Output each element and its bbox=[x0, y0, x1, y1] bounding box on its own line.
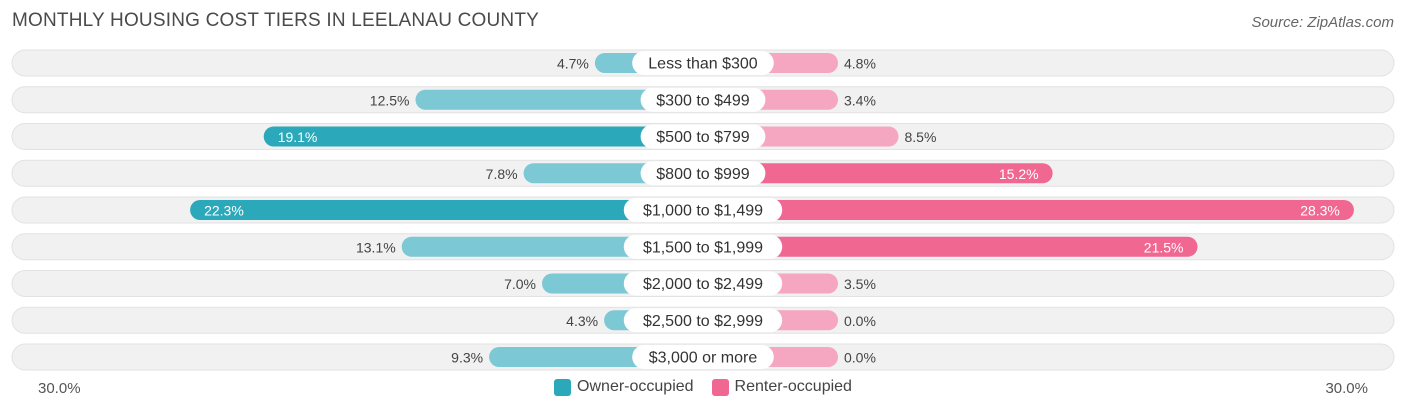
renter-value-label: 3.5% bbox=[844, 276, 876, 292]
owner-value-label: 4.7% bbox=[557, 56, 589, 72]
legend-label-renter: Renter-occupied bbox=[734, 378, 852, 395]
category-pill bbox=[632, 51, 774, 75]
category-label: Less than $300 bbox=[648, 56, 758, 73]
category-label: $2,500 to $2,999 bbox=[643, 313, 763, 330]
category-pill bbox=[640, 161, 766, 186]
owner-value-label: 19.1% bbox=[278, 129, 318, 145]
category-pill bbox=[632, 345, 774, 369]
renter-bar bbox=[703, 236, 1198, 257]
owner-value-label: 7.8% bbox=[486, 166, 518, 182]
category-label: $800 to $999 bbox=[656, 166, 750, 183]
category-label: $1,500 to $1,999 bbox=[643, 239, 763, 256]
category-pill bbox=[623, 271, 783, 296]
owner-bar bbox=[263, 126, 703, 147]
category-pill bbox=[640, 124, 766, 149]
legend-swatch-renter bbox=[711, 378, 729, 396]
chart-source: Source: ZipAtlas.com bbox=[1251, 14, 1394, 31]
category-pill bbox=[623, 198, 783, 222]
owner-value-label: 9.3% bbox=[451, 350, 483, 366]
axis-left-label: 30.0% bbox=[38, 380, 81, 397]
renter-value-label: 3.4% bbox=[844, 92, 876, 108]
axis-right-label: 30.0% bbox=[1325, 380, 1368, 397]
renter-value-label: 4.8% bbox=[844, 56, 876, 72]
renter-value-label: 28.3% bbox=[1300, 203, 1340, 219]
category-label: $1,000 to $1,499 bbox=[643, 203, 763, 220]
legend-label-owner: Owner-occupied bbox=[577, 378, 694, 395]
owner-value-label: 13.1% bbox=[356, 239, 396, 255]
renter-value-label: 21.5% bbox=[1144, 239, 1184, 255]
renter-bar bbox=[703, 163, 1053, 184]
owner-value-label: 7.0% bbox=[504, 276, 536, 292]
owner-value-label: 12.5% bbox=[370, 92, 410, 108]
owner-bar bbox=[190, 200, 704, 220]
category-pill bbox=[623, 308, 783, 333]
owner-value-label: 22.3% bbox=[204, 203, 244, 219]
category-label: $500 to $799 bbox=[656, 129, 750, 146]
legend-owner[interactable]: Owner-occupied bbox=[554, 378, 694, 396]
renter-value-label: 15.2% bbox=[999, 166, 1039, 182]
owner-value-label: 4.3% bbox=[566, 313, 598, 329]
legend-renter[interactable]: Renter-occupied bbox=[711, 378, 852, 396]
legend-swatch-owner bbox=[554, 378, 572, 396]
legend: Owner-occupied Renter-occupied bbox=[0, 378, 1406, 396]
owner-bar bbox=[415, 89, 703, 110]
renter-value-label: 0.0% bbox=[844, 313, 876, 329]
chart-title: MONTHLY HOUSING COST TIERS IN LEELANAU C… bbox=[12, 10, 540, 31]
category-pill bbox=[623, 234, 783, 259]
category-label: $3,000 or more bbox=[649, 350, 758, 367]
renter-value-label: 8.5% bbox=[905, 129, 937, 145]
renter-bar bbox=[703, 200, 1354, 220]
category-label: $300 to $499 bbox=[656, 92, 750, 109]
category-pill bbox=[640, 87, 766, 112]
category-label: $2,000 to $2,499 bbox=[643, 276, 763, 293]
renter-value-label: 0.0% bbox=[844, 350, 876, 366]
